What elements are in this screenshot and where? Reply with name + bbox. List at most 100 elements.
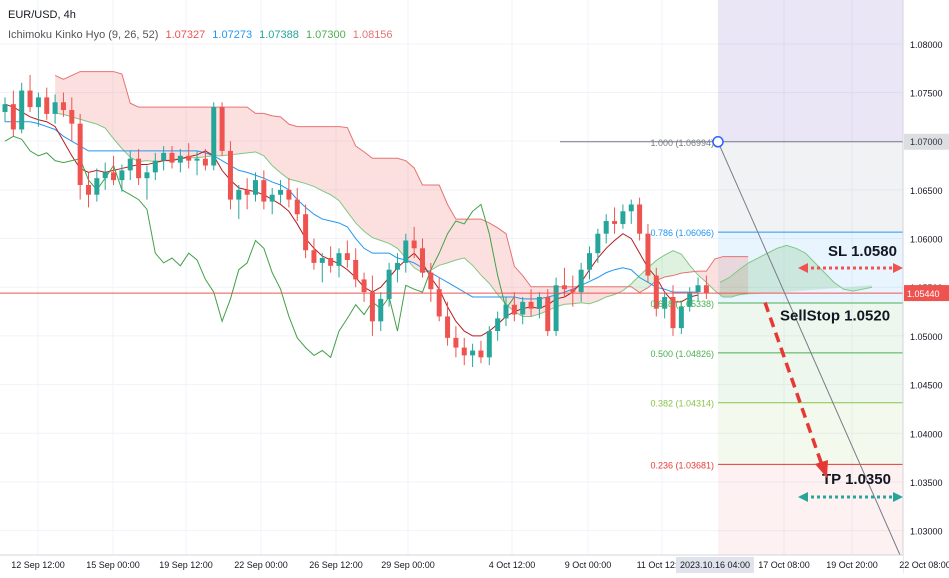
candle-body[interactable]: [603, 221, 609, 234]
candle-body[interactable]: [386, 269, 392, 299]
candle-body[interactable]: [653, 275, 659, 309]
candle-body[interactable]: [52, 102, 58, 114]
candle-body[interactable]: [127, 158, 133, 171]
candle-body[interactable]: [470, 350, 476, 356]
candle-body[interactable]: [511, 304, 517, 315]
candle-body[interactable]: [94, 178, 100, 195]
candle-body[interactable]: [152, 160, 158, 173]
candle-body[interactable]: [111, 172, 117, 181]
candle-body[interactable]: [695, 285, 701, 293]
fib-trend-line[interactable]: [717, 141, 901, 556]
candle-body[interactable]: [353, 259, 359, 280]
sl-arrow-head-right: [893, 263, 903, 274]
candle-body[interactable]: [486, 331, 492, 358]
candle-body[interactable]: [561, 285, 567, 290]
candle-body[interactable]: [670, 296, 676, 329]
candle-body[interactable]: [445, 316, 451, 338]
candle-body[interactable]: [503, 304, 509, 319]
candle-body[interactable]: [361, 279, 367, 293]
candle-body[interactable]: [177, 155, 183, 163]
price-tick-label: 1.06500: [910, 186, 943, 196]
candle-body[interactable]: [612, 221, 618, 224]
candle-body[interactable]: [219, 107, 225, 151]
candle-body[interactable]: [194, 158, 200, 161]
candle-body[interactable]: [662, 296, 668, 309]
candle-body[interactable]: [637, 204, 643, 234]
candle-body[interactable]: [369, 292, 375, 322]
candle-body[interactable]: [553, 285, 559, 332]
candle-body[interactable]: [336, 253, 342, 266]
candle-body[interactable]: [60, 102, 66, 111]
candle-body[interactable]: [436, 289, 442, 317]
candle-body[interactable]: [102, 172, 108, 179]
candle-body[interactable]: [403, 240, 409, 263]
candle-body[interactable]: [269, 194, 275, 202]
candle-body[interactable]: [294, 199, 300, 215]
candle-body[interactable]: [119, 170, 125, 181]
cloud-segment: [706, 259, 715, 291]
candle-body[interactable]: [161, 152, 167, 161]
candle-body[interactable]: [286, 189, 292, 200]
candle-body[interactable]: [236, 189, 242, 200]
candle-body[interactable]: [311, 250, 317, 263]
candle-body[interactable]: [545, 296, 551, 332]
candle-body[interactable]: [587, 253, 592, 270]
candle-body[interactable]: [211, 107, 217, 166]
candle-body[interactable]: [77, 123, 83, 185]
candle-body[interactable]: [520, 301, 526, 315]
candles[interactable]: [2, 74, 709, 368]
candle-body[interactable]: [35, 97, 41, 108]
candle-body[interactable]: [169, 152, 175, 163]
candle-body[interactable]: [136, 158, 142, 179]
candle-body[interactable]: [578, 269, 584, 293]
candle-body[interactable]: [227, 150, 233, 200]
candle-body[interactable]: [461, 347, 467, 356]
candle-body[interactable]: [420, 248, 425, 273]
candle-body[interactable]: [411, 240, 417, 249]
candle-body[interactable]: [19, 90, 25, 130]
candle-body[interactable]: [495, 318, 501, 332]
candle-body[interactable]: [678, 306, 684, 329]
candle-body[interactable]: [428, 272, 434, 290]
candle-body[interactable]: [27, 90, 33, 108]
candle-body[interactable]: [44, 97, 50, 114]
drawing-overlay[interactable]: 1.000 (1.06994) 0.786 (1.06066) 0.618 (1.0…: [0, 0, 903, 556]
candle-body[interactable]: [620, 211, 626, 224]
candle-body[interactable]: [536, 296, 542, 309]
candle-body[interactable]: [328, 258, 334, 266]
candle-body[interactable]: [186, 155, 192, 161]
candle-body[interactable]: [261, 180, 267, 202]
fib-anchor-handle[interactable]: [712, 136, 724, 148]
candle-body[interactable]: [278, 189, 284, 195]
candle-body[interactable]: [378, 298, 384, 322]
legend-indicator[interactable]: Ichimoku Kinko Hyo (9, 26, 52): [8, 29, 159, 41]
candle-body[interactable]: [703, 285, 709, 294]
candle-body[interactable]: [244, 189, 250, 195]
candle-body[interactable]: [253, 180, 258, 195]
candle-body[interactable]: [478, 350, 484, 358]
candle-body[interactable]: [570, 289, 576, 293]
candle-body[interactable]: [303, 214, 309, 251]
candle-body[interactable]: [2, 104, 8, 112]
legend-value: 1.07388: [259, 29, 299, 41]
projection-arrow[interactable]: [763, 301, 825, 469]
candle-body[interactable]: [687, 292, 693, 307]
candle-body[interactable]: [453, 337, 459, 348]
candle-body[interactable]: [144, 172, 150, 179]
candle-body[interactable]: [394, 262, 400, 270]
candle-body[interactable]: [595, 233, 601, 254]
candle-body[interactable]: [528, 301, 534, 309]
candle-body[interactable]: [344, 253, 350, 260]
candle-body[interactable]: [86, 185, 91, 195]
candle-body[interactable]: [10, 104, 16, 130]
candle-body[interactable]: [628, 204, 634, 212]
candle-body[interactable]: [319, 258, 325, 263]
legend-timeframe[interactable]: 4h: [63, 9, 76, 21]
candle-body[interactable]: [202, 158, 208, 166]
legend-symbol[interactable]: EUR/USD: [8, 9, 58, 21]
tp-label: TP 1.0350: [822, 471, 891, 488]
candle-body[interactable]: [69, 110, 75, 124]
candle-body[interactable]: [645, 233, 651, 276]
